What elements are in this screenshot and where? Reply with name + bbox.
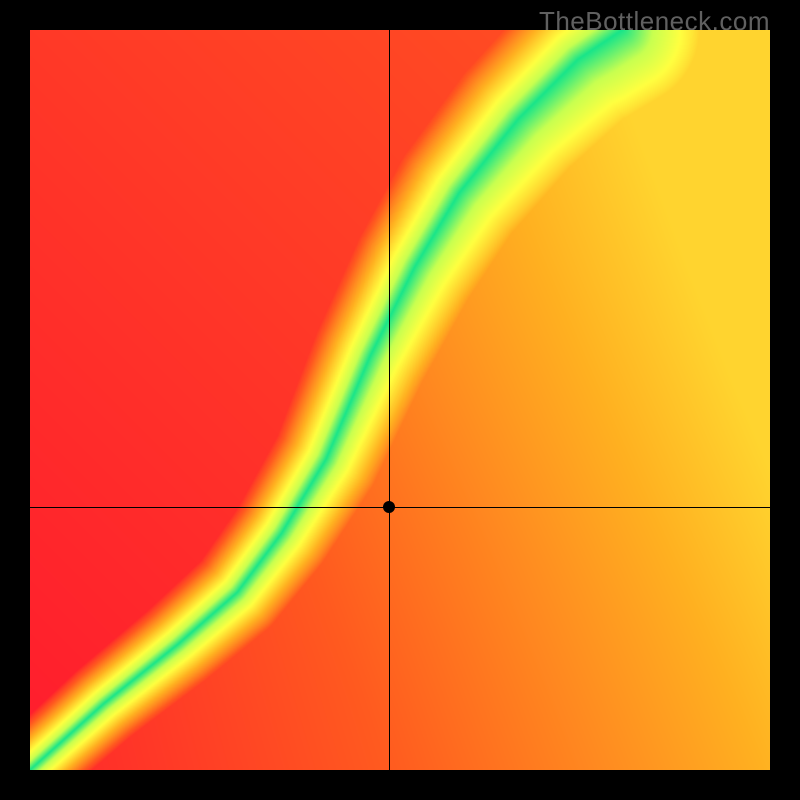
crosshair-vertical <box>389 30 390 770</box>
crosshair-horizontal <box>30 507 770 508</box>
plot-area <box>30 30 770 770</box>
plot-frame <box>30 30 770 770</box>
data-point-marker <box>383 501 395 513</box>
heatmap-canvas <box>30 30 770 770</box>
chart-container: TheBottleneck.com <box>0 0 800 800</box>
